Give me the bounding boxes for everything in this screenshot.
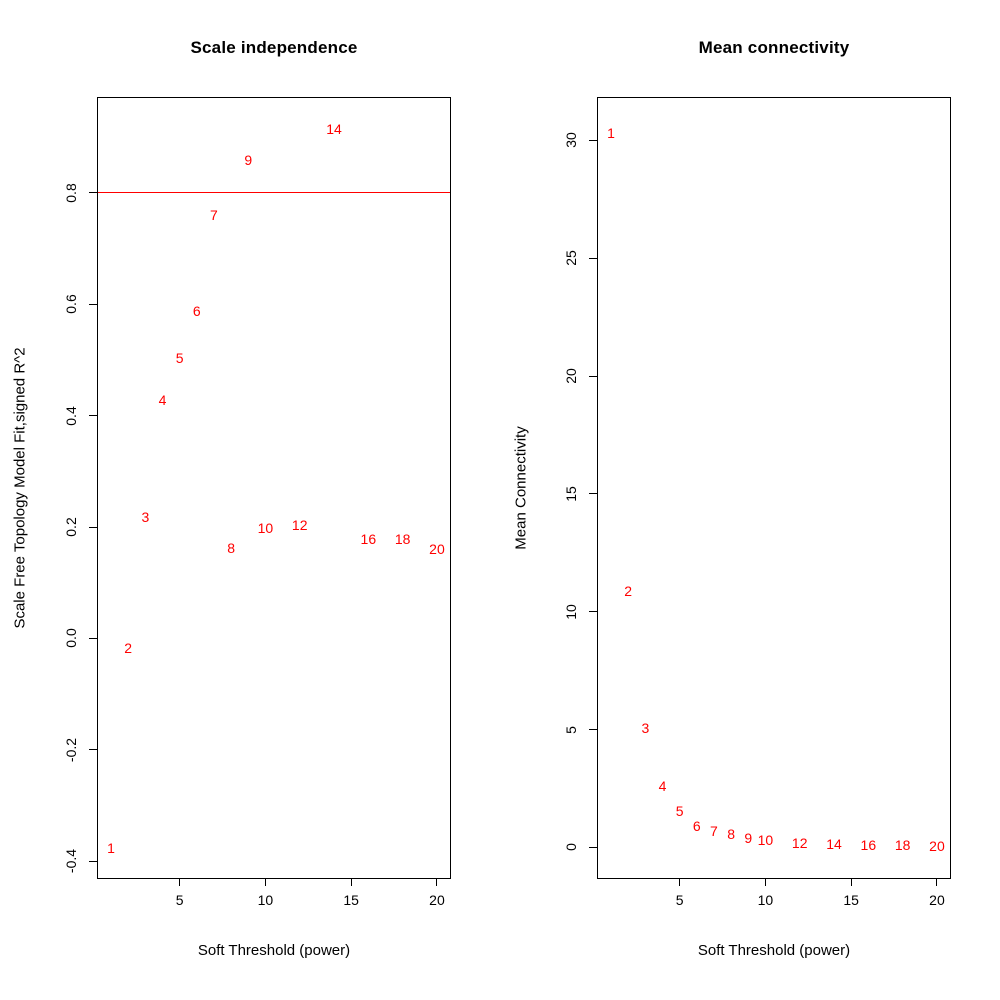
scale-independence-xlabel: Soft Threshold (power) (197, 942, 351, 959)
data-point-label: 16 (360, 531, 377, 548)
data-point-label: 8 (727, 826, 736, 843)
x-tick-mark (936, 878, 938, 886)
x-tick-label: 10 (757, 892, 774, 908)
y-tick-label: 25 (563, 250, 579, 267)
data-point-label: 16 (860, 837, 877, 853)
y-tick-label: 5 (563, 725, 579, 734)
x-tick-label: 20 (429, 892, 445, 908)
y-tick-label: 0.2 (63, 517, 79, 537)
data-point-label: 10 (757, 831, 774, 848)
x-tick-label: 10 (257, 892, 274, 908)
y-tick-label: 20 (563, 368, 579, 384)
data-point-label: 10 (257, 520, 274, 537)
y-tick-mark (589, 611, 597, 613)
y-tick-mark (89, 860, 97, 862)
data-point-label: 18 (394, 531, 411, 548)
data-point-label: 3 (641, 720, 650, 737)
data-point-label: 4 (158, 391, 167, 408)
x-tick-mark (350, 878, 352, 886)
y-tick-mark (589, 139, 597, 141)
mean-connectivity-ylabel: Mean Connectivity (512, 426, 530, 550)
data-point-label: 12 (291, 517, 308, 534)
data-point-label: 2 (124, 640, 133, 657)
mean-connectivity-title: Mean connectivity (698, 38, 850, 57)
y-tick-mark (589, 257, 597, 259)
mean-connectivity-xlabel: Soft Threshold (power) (697, 942, 851, 959)
data-point-label: 1 (107, 840, 115, 857)
x-tick-label: 5 (175, 892, 184, 908)
x-tick-mark (179, 878, 181, 886)
y-tick-label: 15 (563, 486, 579, 502)
x-tick-mark (436, 878, 438, 886)
data-point-label: 7 (210, 207, 218, 223)
mean-connectivity-plot-area: 5 10 15 20 0 5 10 15 20 25 30 1 2 3 4 5 6 7 8 9 10 12 14 16 18 20 (563, 97, 951, 907)
data-point-label: 3 (141, 508, 150, 525)
data-point-label: 8 (227, 539, 236, 556)
y-tick-label: 0.8 (63, 182, 79, 203)
x-tick-mark (264, 878, 266, 886)
y-tick-mark (589, 375, 597, 377)
x-tick-label: 15 (843, 892, 859, 908)
data-point-label: 1 (607, 125, 615, 142)
y-tick-label: 0.0 (63, 628, 79, 649)
threshold-line (98, 192, 450, 194)
data-point-label: 20 (929, 837, 945, 854)
y-tick-label: 0.6 (63, 294, 79, 314)
data-point-label: 5 (675, 802, 684, 819)
data-point-label: 18 (894, 837, 911, 854)
y-tick-label: -0.4 (63, 849, 79, 874)
y-tick-mark (89, 749, 97, 751)
x-tick-label: 5 (675, 892, 684, 908)
data-point-label: 14 (826, 836, 842, 853)
y-tick-mark (89, 415, 97, 417)
data-point-label: 2 (624, 582, 633, 599)
x-tick-mark (850, 878, 852, 886)
y-tick-mark (89, 526, 97, 528)
y-tick-mark (589, 729, 597, 731)
x-tick-mark (764, 878, 766, 886)
y-tick-label: 0.4 (63, 405, 79, 426)
y-tick-label: -0.2 (63, 737, 79, 762)
data-point-label: 14 (326, 120, 342, 137)
data-point-label: 4 (658, 778, 667, 795)
data-point-label: 7 (710, 822, 718, 839)
y-tick-mark (589, 846, 597, 848)
data-point-label: 5 (175, 350, 184, 367)
y-tick-mark (89, 637, 97, 639)
data-point-label: 6 (192, 302, 201, 319)
data-point-label: 6 (692, 818, 701, 835)
y-tick-mark (89, 303, 97, 305)
x-tick-mark (679, 878, 681, 886)
scale-independence-ylabel: Scale Free Topology Model Fit,signed R^2 (11, 347, 29, 629)
data-point-label: 20 (429, 541, 445, 558)
x-tick-label: 20 (929, 892, 945, 908)
y-tick-mark (89, 192, 97, 194)
data-point-label: 12 (791, 835, 808, 852)
y-tick-label: 0 (563, 843, 579, 852)
data-point-label: 9 (244, 152, 253, 169)
y-tick-label: 30 (563, 132, 579, 149)
y-tick-mark (589, 493, 597, 495)
scale-independence-plot-area: 5 10 15 20 -0.4 -0.2 0.0 0.2 0.4 0.6 0.8 1 2 3 4 5 6 7 8 9 1… (63, 97, 451, 907)
data-point-label: 9 (744, 830, 753, 847)
x-tick-label: 15 (343, 892, 359, 908)
scale-independence-title: Scale independence (190, 38, 358, 57)
y-tick-label: 10 (563, 603, 579, 620)
